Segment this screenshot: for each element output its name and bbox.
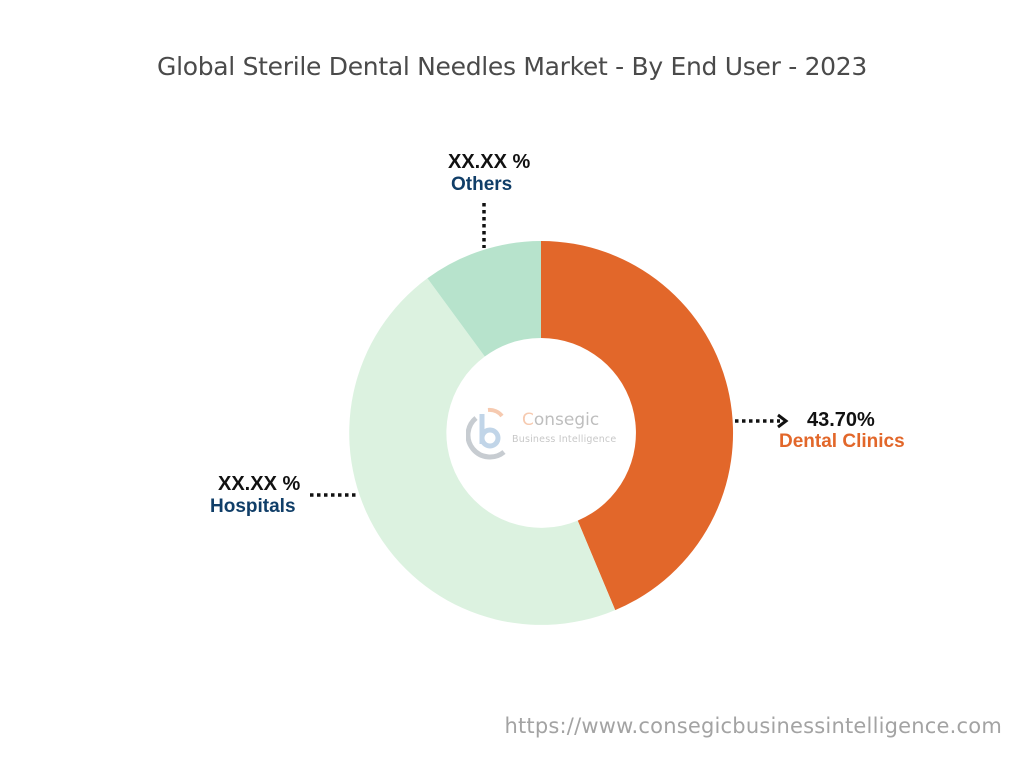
hospitals-name-label: Hospitals	[210, 496, 296, 517]
slice-others[interactable]	[427, 241, 541, 357]
slice-dental-clinics[interactable]	[541, 240, 734, 611]
watermark-brand: Consegic	[522, 410, 600, 430]
footer-url[interactable]: https://www.consegicbusinessintelligence…	[504, 714, 1002, 738]
watermark-subtitle: Business Intelligence	[512, 434, 617, 445]
others-value-label: XX.XX %	[448, 151, 531, 173]
others-name-label: Others	[451, 174, 513, 195]
hospitals-value-label: XX.XX %	[218, 473, 301, 495]
consegic-watermark-logo: Consegic Business Intelligence	[466, 404, 626, 460]
cbi-logo-icon	[466, 407, 506, 460]
dental-clinics-name-label: Dental Clinics	[779, 431, 905, 452]
dental-clinics-value-label: 43.70%	[807, 409, 875, 431]
slice-hospitals[interactable]	[349, 278, 616, 625]
arrow-head-icon	[777, 413, 789, 429]
chart-title: Global Sterile Dental Needles Market - B…	[157, 52, 867, 81]
